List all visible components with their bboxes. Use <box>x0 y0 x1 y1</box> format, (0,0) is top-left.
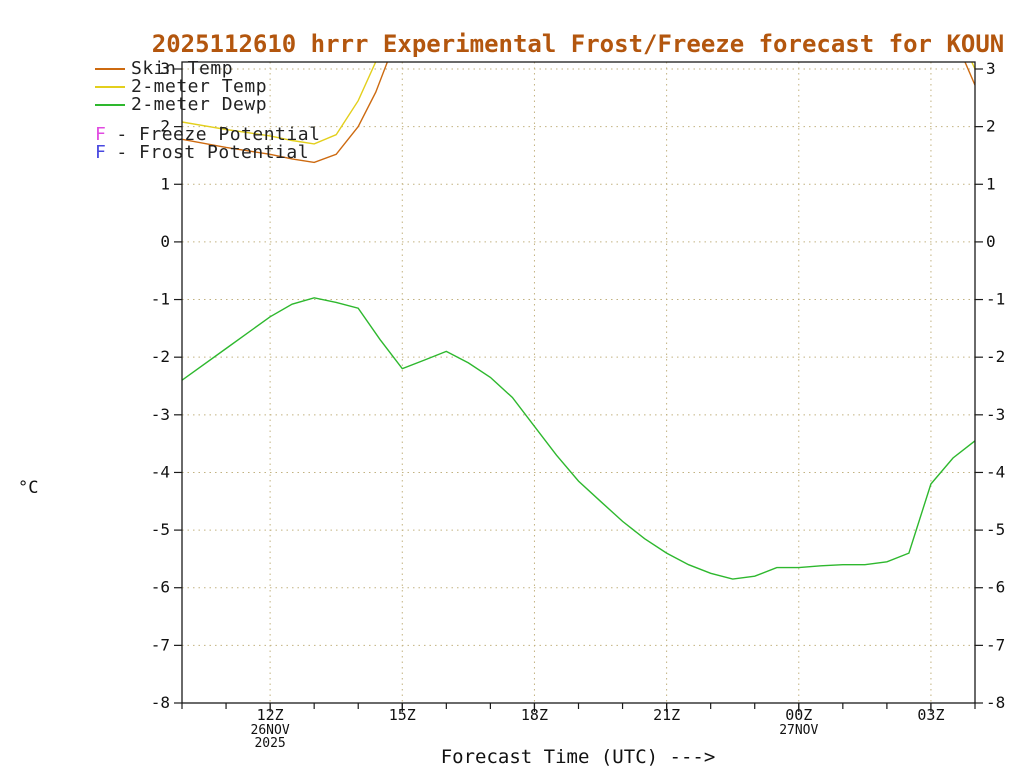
svg-text:-7: -7 <box>986 635 1005 654</box>
legend-item-2m-dewp: 2-meter Dewp <box>95 96 320 114</box>
legend-item-2m-temp: 2-meter Temp <box>95 78 320 96</box>
svg-text:21Z: 21Z <box>653 706 680 724</box>
axis-ticks <box>174 68 983 712</box>
svg-text:0: 0 <box>160 232 170 251</box>
skin-temp-line <box>964 62 975 86</box>
svg-text:-2: -2 <box>986 347 1005 366</box>
svg-text:2025: 2025 <box>254 736 285 751</box>
svg-text:-1: -1 <box>151 290 170 309</box>
svg-text:00Z: 00Z <box>785 706 812 724</box>
svg-text:-2: -2 <box>151 347 170 366</box>
svg-text:-5: -5 <box>151 520 170 539</box>
svg-text:18Z: 18Z <box>521 706 548 724</box>
svg-text:-6: -6 <box>986 578 1005 597</box>
svg-text:-6: -6 <box>151 578 170 597</box>
2m-temp-line-swatch <box>95 86 125 88</box>
svg-text:-7: -7 <box>151 635 170 654</box>
svg-text:0: 0 <box>986 232 996 251</box>
grid <box>182 62 975 703</box>
legend-label: - Frost Potential <box>116 142 310 163</box>
legend-label: 2-meter Temp <box>131 76 268 97</box>
2m-dewp-line-swatch <box>95 104 125 106</box>
svg-text:-4: -4 <box>986 462 1005 481</box>
2-meter-temp-line <box>971 62 975 70</box>
svg-text:2: 2 <box>986 117 996 136</box>
legend-label: 2-meter Dewp <box>131 94 268 115</box>
svg-text:-4: -4 <box>151 462 170 481</box>
2-meter-dewp-line <box>182 297 975 580</box>
2-meter-temp-line <box>182 62 377 145</box>
svg-text:1: 1 <box>986 174 996 193</box>
y-axis-label: °C <box>18 478 39 498</box>
svg-text:-3: -3 <box>151 405 170 424</box>
svg-text:-3: -3 <box>986 405 1005 424</box>
svg-text:-5: -5 <box>986 520 1005 539</box>
svg-text:03Z: 03Z <box>917 706 944 724</box>
svg-text:-8: -8 <box>986 693 1005 712</box>
svg-text:-1: -1 <box>986 290 1005 309</box>
page-title: 2025112610 hrrr Experimental Frost/Freez… <box>151 30 1005 58</box>
freeze-potential-marker: F <box>95 124 107 145</box>
legend-label: - Freeze Potential <box>116 124 321 145</box>
svg-text:1: 1 <box>160 174 170 193</box>
skin-temp-line <box>182 62 389 164</box>
svg-text:2: 2 <box>160 117 170 136</box>
series <box>182 62 975 580</box>
skin-temp-line-swatch <box>95 68 125 70</box>
axis-tick-labels: 3 3 2 2 1 1 0 0 -1 -1 -2 -2 -3 -3 -4 -4 -5 -5 -6 -6 -7 -7 -8 -8… <box>151 59 1006 751</box>
svg-text:-8: -8 <box>151 693 170 712</box>
legend-item-freeze-potential: F - Freeze Potential <box>95 126 320 144</box>
svg-text:27NOV: 27NOV <box>779 723 818 738</box>
svg-text:15Z: 15Z <box>389 706 416 724</box>
frost-potential-marker: F <box>95 142 107 163</box>
x-axis-label: Forecast Time (UTC) ---> <box>440 746 716 768</box>
svg-text:3: 3 <box>986 59 996 78</box>
legend-label: Skin Temp <box>131 58 234 79</box>
legend-item-frost-potential: F - Frost Potential <box>95 144 320 162</box>
chart-legend: Skin Temp 2-meter Temp 2-meter Dewp F - F… <box>95 60 320 162</box>
svg-text:12Z: 12Z <box>257 706 284 724</box>
svg-text:3: 3 <box>160 59 170 78</box>
legend-item-skin-temp: Skin Temp <box>95 60 320 78</box>
svg-text:26NOV: 26NOV <box>251 723 290 738</box>
